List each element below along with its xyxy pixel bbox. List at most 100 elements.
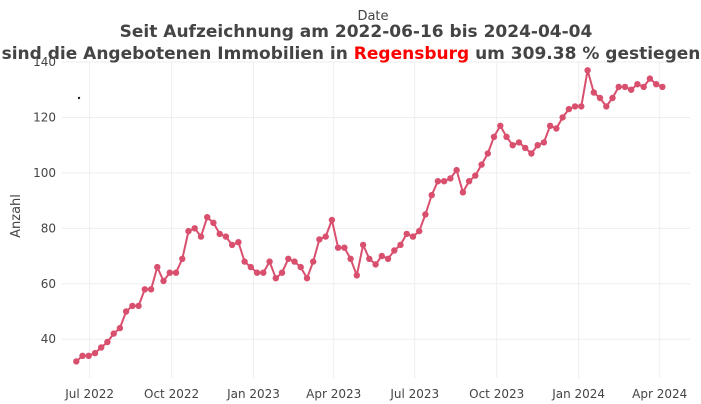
- series-line-0: [75, 69, 663, 363]
- data-point-83[interactable]: [590, 89, 597, 96]
- data-point-54[interactable]: [409, 233, 417, 240]
- data-point-57[interactable]: [428, 191, 435, 199]
- data-point-85[interactable]: [603, 103, 610, 110]
- data-point-26[interactable]: [235, 239, 242, 246]
- data-point-43[interactable]: [341, 244, 348, 251]
- data-point-30[interactable]: [260, 269, 267, 276]
- title-city: Regensburg: [354, 44, 469, 64]
- data-point-40[interactable]: [322, 233, 329, 240]
- data-point-4[interactable]: [98, 344, 105, 351]
- y-tick-label-1: 60: [41, 277, 56, 291]
- data-point-29[interactable]: [253, 269, 261, 276]
- data-point-93[interactable]: [653, 81, 660, 88]
- data-point-31[interactable]: [266, 258, 273, 265]
- data-point-38[interactable]: [310, 258, 317, 265]
- data-point-90[interactable]: [634, 81, 641, 88]
- data-point-63[interactable]: [465, 178, 473, 185]
- data-point-33[interactable]: [278, 269, 286, 276]
- data-point-18[interactable]: [185, 227, 192, 235]
- data-point-16[interactable]: [172, 269, 180, 276]
- data-point-19[interactable]: [191, 225, 198, 232]
- data-point-89[interactable]: [628, 86, 635, 93]
- x-tick-label-3: Apr 2023: [306, 387, 361, 401]
- data-point-48[interactable]: [372, 261, 379, 268]
- data-point-8[interactable]: [122, 308, 130, 315]
- data-point-66[interactable]: [484, 150, 491, 157]
- data-point-10[interactable]: [135, 302, 142, 310]
- data-point-80[interactable]: [571, 103, 579, 110]
- data-point-91[interactable]: [640, 83, 647, 91]
- data-point-72[interactable]: [522, 144, 529, 152]
- data-point-82[interactable]: [584, 67, 591, 74]
- data-point-42[interactable]: [334, 244, 342, 251]
- data-point-61[interactable]: [453, 166, 460, 174]
- data-point-44[interactable]: [347, 255, 354, 262]
- data-point-71[interactable]: [515, 139, 523, 146]
- data-point-34[interactable]: [285, 255, 292, 262]
- data-point-56[interactable]: [422, 211, 429, 218]
- data-point-74[interactable]: [534, 142, 541, 149]
- data-point-49[interactable]: [378, 252, 385, 260]
- data-point-7[interactable]: [116, 324, 124, 332]
- data-point-17[interactable]: [179, 255, 186, 262]
- data-point-86[interactable]: [609, 94, 616, 102]
- data-point-24[interactable]: [222, 233, 230, 240]
- data-point-15[interactable]: [166, 269, 173, 276]
- data-point-21[interactable]: [204, 214, 211, 221]
- data-point-0[interactable]: [73, 358, 80, 365]
- data-point-94[interactable]: [659, 83, 666, 91]
- data-point-32[interactable]: [272, 275, 279, 282]
- data-point-39[interactable]: [316, 236, 323, 243]
- data-point-5[interactable]: [104, 338, 111, 346]
- data-point-55[interactable]: [416, 227, 423, 235]
- data-point-52[interactable]: [397, 241, 404, 249]
- data-point-35[interactable]: [291, 258, 298, 265]
- data-point-36[interactable]: [297, 263, 304, 271]
- data-point-78[interactable]: [559, 114, 566, 121]
- chart-title-line-1: Seit Aufzeichnung am 2022-06-16 bis 2024…: [120, 22, 593, 42]
- data-point-46[interactable]: [359, 241, 367, 249]
- data-point-2[interactable]: [85, 352, 92, 359]
- data-point-41[interactable]: [328, 216, 336, 224]
- data-point-67[interactable]: [490, 133, 498, 140]
- data-point-47[interactable]: [366, 255, 373, 262]
- data-point-75[interactable]: [540, 139, 548, 146]
- data-point-9[interactable]: [129, 302, 136, 310]
- data-point-58[interactable]: [434, 178, 442, 185]
- data-point-51[interactable]: [391, 247, 398, 254]
- data-point-20[interactable]: [197, 233, 205, 240]
- data-point-11[interactable]: [141, 286, 148, 293]
- data-point-6[interactable]: [110, 330, 117, 337]
- data-point-92[interactable]: [646, 75, 654, 82]
- data-point-60[interactable]: [447, 175, 454, 182]
- data-point-28[interactable]: [247, 263, 254, 271]
- data-point-87[interactable]: [615, 83, 622, 91]
- data-point-81[interactable]: [578, 103, 585, 110]
- data-point-12[interactable]: [147, 286, 155, 293]
- data-point-69[interactable]: [503, 133, 510, 140]
- data-point-50[interactable]: [384, 255, 392, 262]
- data-point-70[interactable]: [509, 142, 516, 149]
- data-point-73[interactable]: [528, 150, 535, 157]
- data-point-25[interactable]: [228, 241, 236, 249]
- data-point-77[interactable]: [553, 125, 560, 132]
- data-point-64[interactable]: [472, 172, 479, 179]
- data-point-27[interactable]: [241, 258, 248, 265]
- data-point-84[interactable]: [596, 94, 604, 102]
- data-point-23[interactable]: [216, 230, 223, 238]
- data-point-3[interactable]: [91, 349, 99, 357]
- data-point-14[interactable]: [160, 277, 167, 285]
- data-point-76[interactable]: [546, 122, 554, 129]
- data-point-62[interactable]: [459, 189, 467, 196]
- data-point-22[interactable]: [210, 219, 217, 226]
- data-point-53[interactable]: [403, 230, 410, 238]
- data-point-59[interactable]: [440, 178, 448, 185]
- data-point-37[interactable]: [303, 275, 311, 282]
- data-point-13[interactable]: [154, 263, 161, 271]
- data-point-68[interactable]: [497, 122, 504, 129]
- data-point-65[interactable]: [478, 161, 485, 168]
- data-point-79[interactable]: [565, 105, 573, 113]
- data-point-45[interactable]: [353, 272, 360, 279]
- data-point-1[interactable]: [79, 352, 86, 359]
- data-point-88[interactable]: [621, 83, 629, 91]
